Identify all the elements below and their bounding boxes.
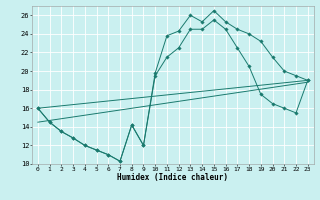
- X-axis label: Humidex (Indice chaleur): Humidex (Indice chaleur): [117, 173, 228, 182]
